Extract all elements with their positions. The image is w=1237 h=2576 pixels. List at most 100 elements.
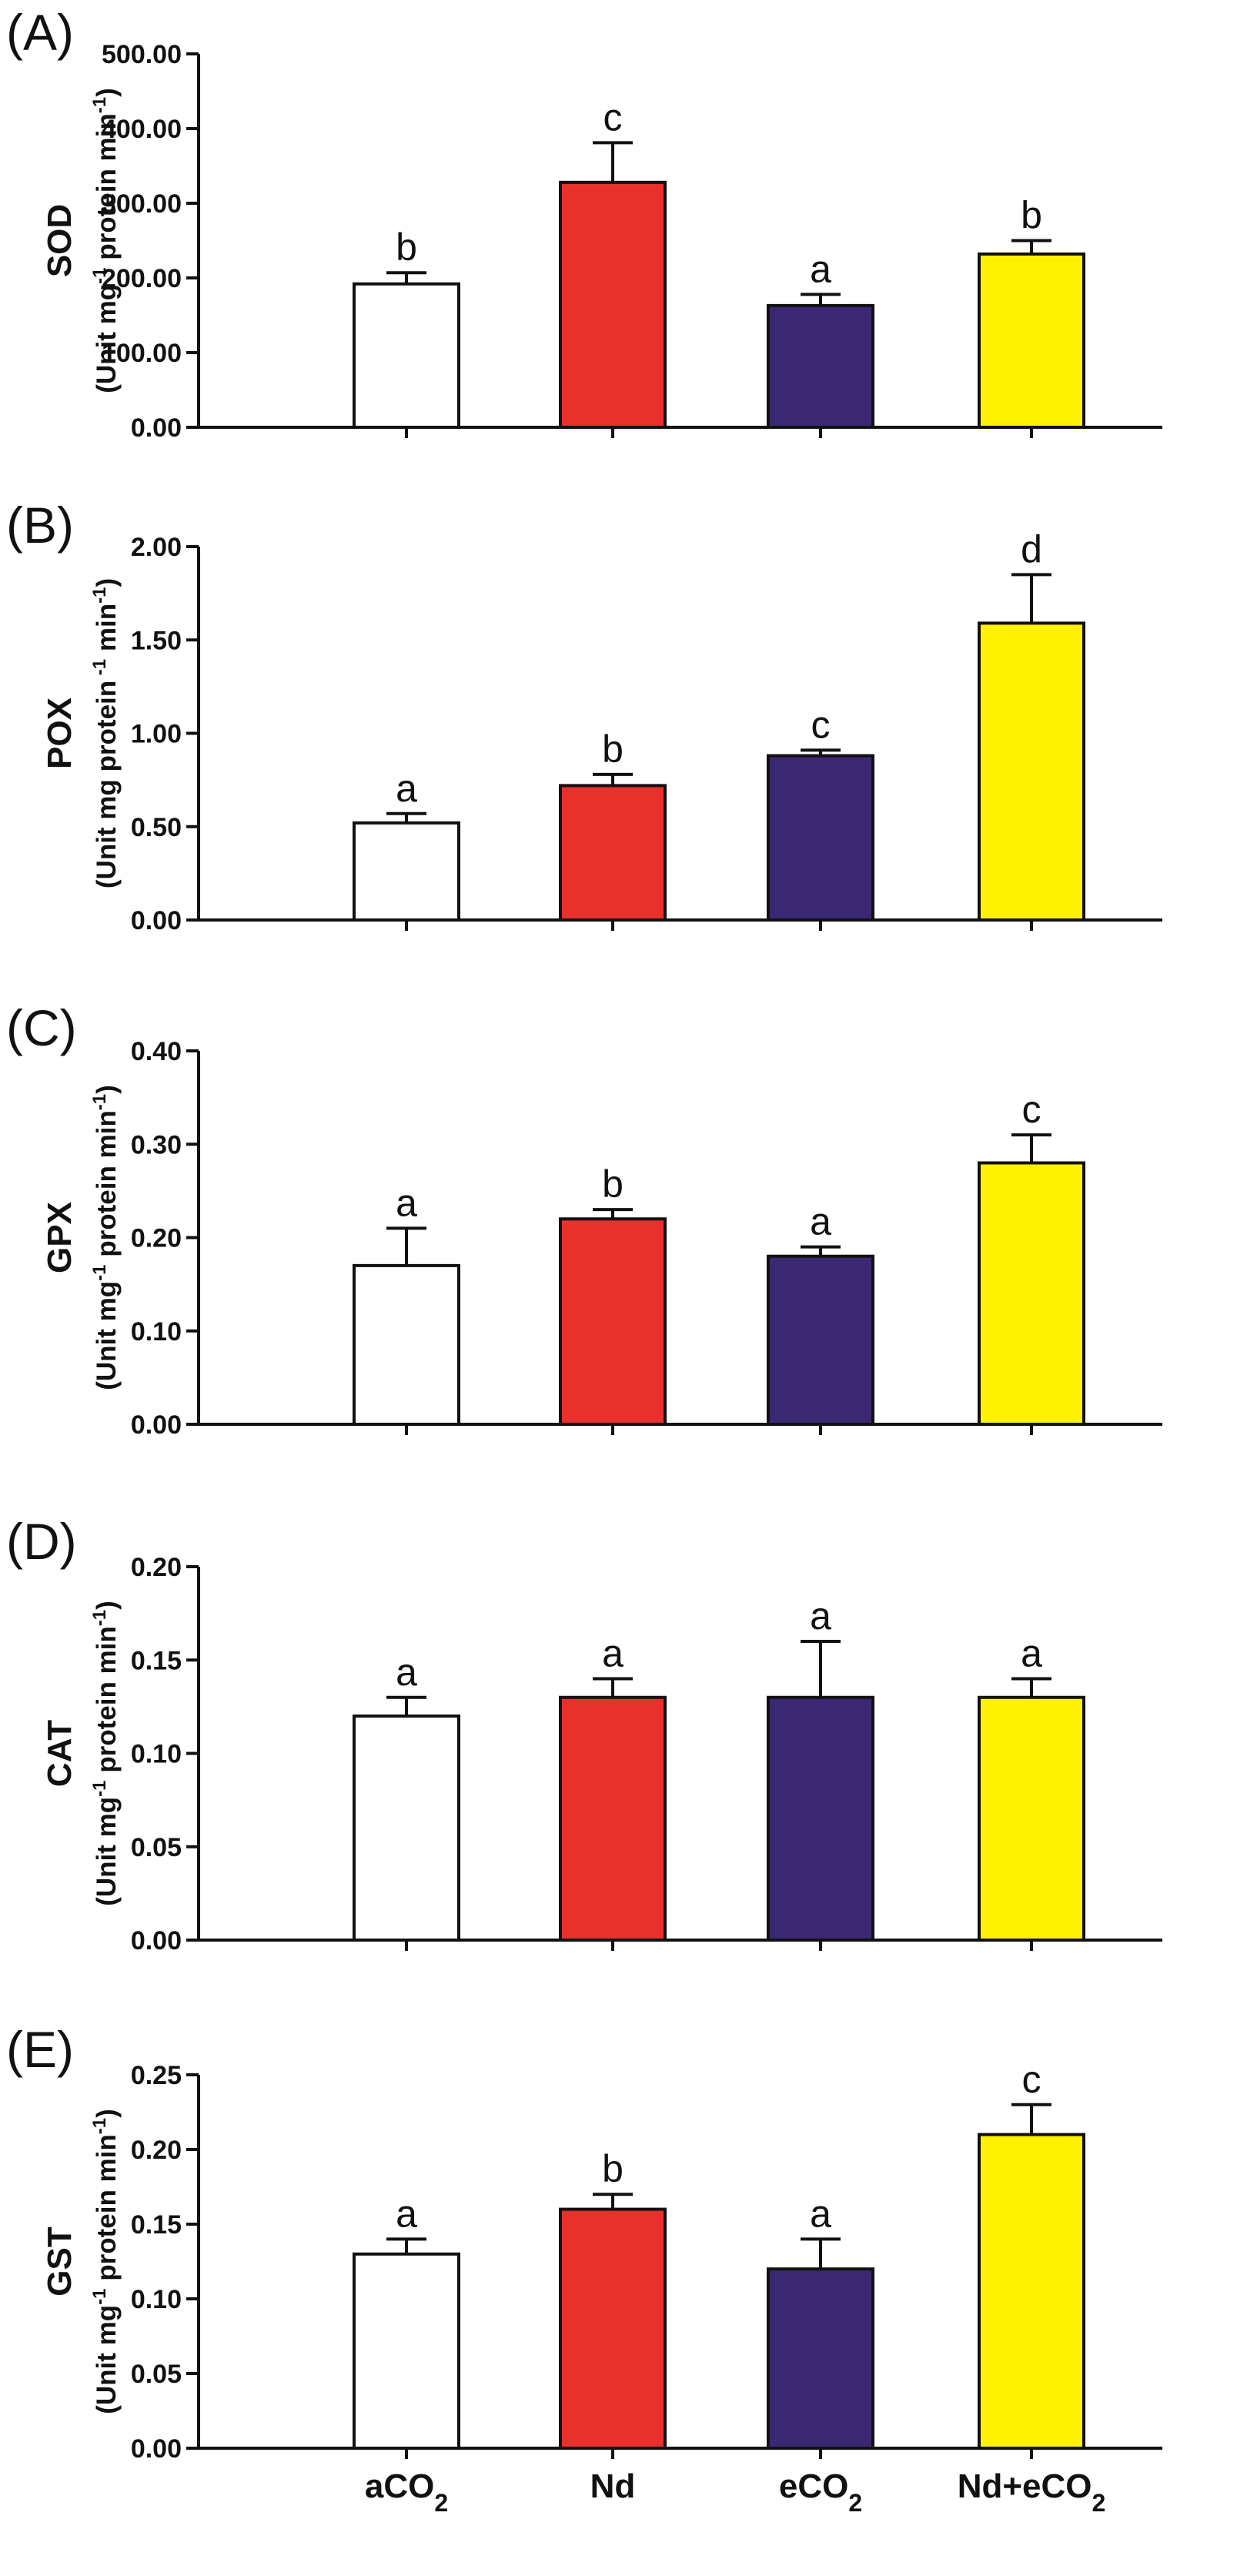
y-axis-title: POX: [41, 698, 79, 769]
y-tick-label: 1.00: [131, 720, 182, 749]
chart-panel-4: (D)CAT(Unit mg-1 protein min-1)0.000.050…: [6, 1513, 1162, 1955]
y-tick-label: 100.00: [102, 339, 182, 368]
y-tick-label: 0.25: [131, 2061, 182, 2090]
bar-aco2: [353, 821, 460, 922]
bar-nd: [559, 784, 667, 922]
y-tick-label: 0.15: [131, 2210, 182, 2240]
category-subscript: 2: [434, 2489, 448, 2517]
panel-label: (D): [6, 1513, 77, 1570]
significance-letter: c: [1022, 1088, 1041, 1131]
significance-letter: b: [602, 728, 624, 771]
unit-superscript: -1: [89, 1610, 110, 1626]
y-axis-title: CAT: [41, 1720, 79, 1787]
bar-nd: [559, 2207, 667, 2451]
bar-nd-eco2: [978, 1695, 1085, 1942]
chart-panel-5: (E)GST(Unit mg-1 protein min-1)0.000.050…: [6, 2021, 1162, 2464]
unit-superscript: -1: [89, 2289, 110, 2305]
category-subscript: 2: [848, 2489, 862, 2517]
unit-text: ): [92, 88, 122, 97]
significance-letter: a: [396, 1181, 417, 1224]
y-axis-unit: (Unit mg-1 protein min-1): [89, 1085, 122, 1390]
unit-text: (Unit mg protein: [92, 681, 122, 888]
unit-text: (Unit mg: [92, 1797, 122, 1906]
category-text: eCO: [779, 2467, 848, 2505]
unit-superscript: -1: [89, 659, 110, 681]
unit-superscript: -1: [89, 1265, 110, 1281]
unit-text: protein min: [92, 113, 122, 267]
y-tick-label: 0.00: [131, 1926, 182, 1955]
unit-text: min: [92, 604, 122, 659]
y-tick-label: 0.10: [131, 2285, 182, 2314]
unit-text: (Unit mg: [92, 2305, 122, 2414]
y-axis-title: GPX: [41, 1202, 79, 1273]
y-tick-label: 0.00: [131, 1410, 182, 1440]
bar-aco2: [353, 282, 460, 430]
y-tick-label: 0.05: [131, 1833, 182, 1862]
bar-eco2: [767, 1695, 874, 1942]
chart-panel-3: (C) GPX (Unit mg-1 protein min-1) 0.00 0.10 0…: [6, 999, 1162, 1440]
bar-aco2: [353, 1263, 460, 1426]
y-tick-label: 0.20: [131, 1553, 182, 1582]
panel-label: (C): [6, 999, 77, 1056]
significance-letter: c: [1022, 2058, 1041, 2101]
unit-superscript: -1: [89, 1781, 110, 1797]
x-category-label: aCO2: [365, 2467, 448, 2517]
bar-eco2: [767, 303, 874, 430]
y-tick-label: 300.00: [102, 189, 182, 219]
significance-letter: b: [1021, 194, 1042, 237]
x-category-label: Nd: [590, 2467, 636, 2505]
significance-letter: c: [603, 95, 623, 139]
unit-text: protein min: [92, 1110, 122, 1264]
significance-letter: a: [396, 2192, 417, 2235]
unit-superscript: -1: [89, 97, 110, 113]
significance-letter: b: [396, 226, 417, 269]
significance-letter: a: [396, 767, 417, 810]
significance-letter: c: [811, 703, 831, 746]
y-tick-label: 0.00: [131, 413, 182, 443]
significance-letter: a: [396, 1651, 417, 1694]
bar-nd-eco2: [978, 2133, 1085, 2451]
y-axis-title: SOD: [41, 204, 79, 277]
category-text: Nd+eCO: [958, 2467, 1092, 2505]
y-tick-label: 200.00: [102, 264, 182, 293]
chart-panel-2: (B) POX (Unit mg protein -1 min-1) 0.00 0.50…: [6, 497, 1162, 935]
bar-eco2: [767, 2267, 874, 2450]
unit-text: ): [92, 1601, 122, 1610]
x-category-label: Nd+eCO2: [958, 2467, 1106, 2517]
chart-panel-1: (A)SOD(Unit mg-1 protein min-1)0.00100.0…: [6, 4, 1162, 443]
bar-eco2: [767, 1254, 874, 1426]
y-tick-label: 0.50: [131, 813, 182, 842]
unit-superscript: -1: [89, 268, 110, 284]
bar-nd-eco2: [978, 621, 1085, 922]
significance-letter: a: [810, 1200, 831, 1243]
significance-letter: a: [1021, 1632, 1042, 1675]
y-tick-label: 1.50: [131, 626, 182, 655]
significance-letter: b: [602, 2147, 624, 2190]
y-tick-label: 0.15: [131, 1646, 182, 1675]
y-tick-label: 0.40: [131, 1037, 182, 1066]
significance-letter: d: [1021, 527, 1042, 570]
category-text: aCO: [365, 2467, 434, 2505]
significance-letter: a: [602, 1632, 624, 1675]
unit-text: protein min: [92, 1626, 122, 1780]
significance-letter: a: [810, 247, 831, 290]
unit-text: ): [92, 578, 122, 587]
bar-nd-eco2: [978, 1161, 1085, 1426]
panel-label: (A): [6, 4, 74, 61]
y-tick-label: 0.30: [131, 1130, 182, 1159]
category-text: Nd: [590, 2467, 636, 2505]
y-tick-label: 400.00: [102, 115, 182, 144]
panel-label: (B): [6, 497, 74, 554]
bar-nd: [559, 1217, 667, 1426]
y-tick-label: 0.10: [131, 1740, 182, 1769]
y-tick-label: 500.00: [102, 40, 182, 69]
category-subscript: 2: [1092, 2489, 1106, 2517]
bar-nd-eco2: [978, 252, 1085, 429]
unit-text: ): [92, 2109, 122, 2118]
y-tick-label: 0.05: [131, 2360, 182, 2389]
unit-text: (Unit mg: [92, 284, 122, 393]
bar-nd: [559, 1695, 667, 1942]
y-tick-label: 0.10: [131, 1317, 182, 1347]
y-axis-unit: (Unit mg-1 protein min-1): [89, 2109, 122, 2414]
